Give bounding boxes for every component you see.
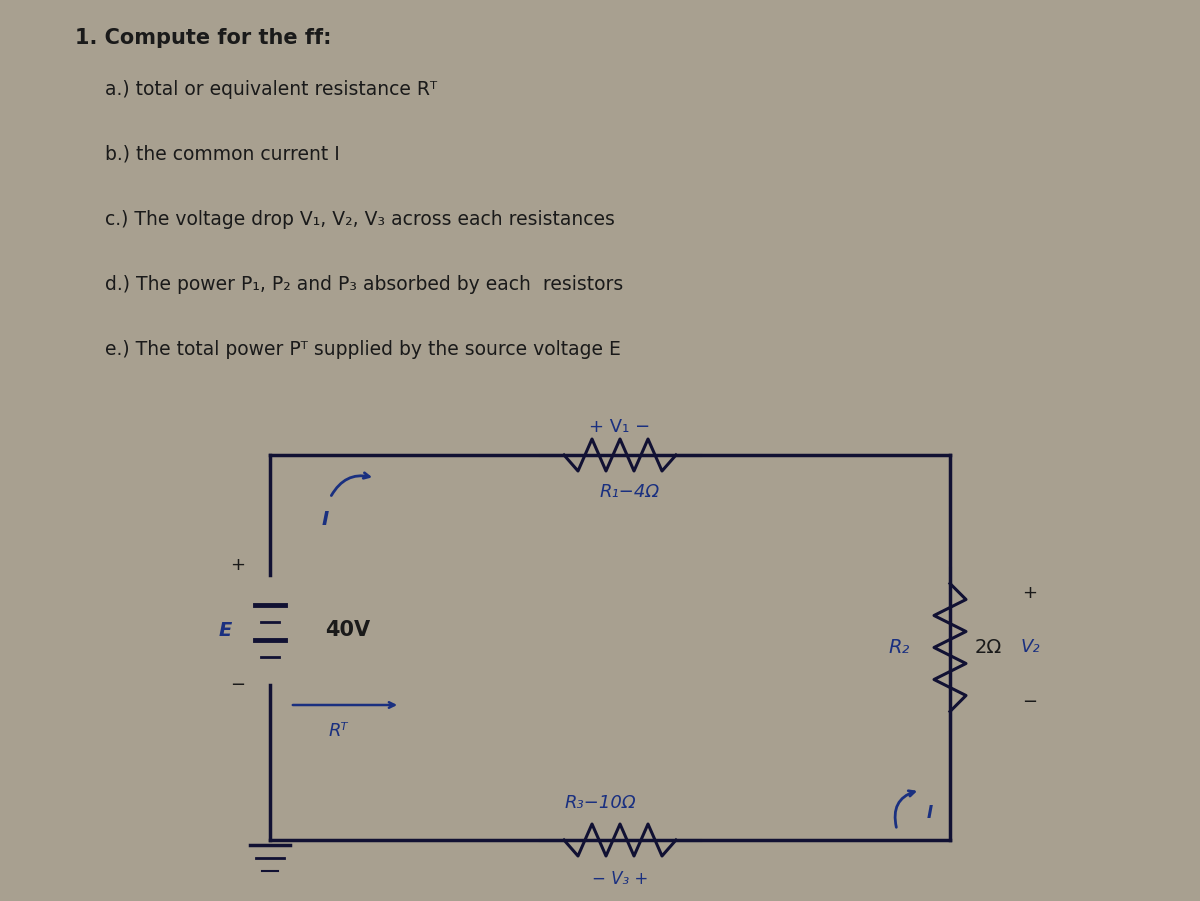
Text: 40V: 40V: [325, 620, 370, 640]
Text: − V₃ +: − V₃ +: [592, 870, 648, 888]
Text: e.) The total power Pᵀ supplied by the source voltage E: e.) The total power Pᵀ supplied by the s…: [106, 340, 620, 359]
Text: R₂: R₂: [889, 638, 910, 657]
Text: + V₁ −: + V₁ −: [589, 418, 650, 436]
Text: I: I: [322, 510, 329, 529]
Text: +: +: [1022, 584, 1038, 602]
Text: V₂: V₂: [1020, 639, 1040, 657]
Text: −: −: [230, 676, 246, 694]
Text: d.) The power P₁, P₂ and P₃ absorbed by each  resistors: d.) The power P₁, P₂ and P₃ absorbed by …: [106, 275, 623, 294]
Text: +: +: [230, 556, 246, 574]
Text: R₁−4Ω: R₁−4Ω: [600, 483, 660, 501]
Text: Rᵀ: Rᵀ: [329, 722, 348, 740]
Text: c.) The voltage drop V₁, V₂, V₃ across each resistances: c.) The voltage drop V₁, V₂, V₃ across e…: [106, 210, 614, 229]
Text: 1. Compute for the ff:: 1. Compute for the ff:: [74, 28, 331, 48]
Text: I: I: [928, 804, 934, 822]
Text: E: E: [218, 621, 232, 640]
Text: b.) the common current I: b.) the common current I: [106, 145, 340, 164]
Text: 2Ω: 2Ω: [974, 638, 1002, 657]
Text: a.) total or equivalent resistance Rᵀ: a.) total or equivalent resistance Rᵀ: [106, 80, 437, 99]
Text: −: −: [1022, 694, 1038, 712]
Text: R₃−10Ω: R₃−10Ω: [564, 794, 636, 812]
